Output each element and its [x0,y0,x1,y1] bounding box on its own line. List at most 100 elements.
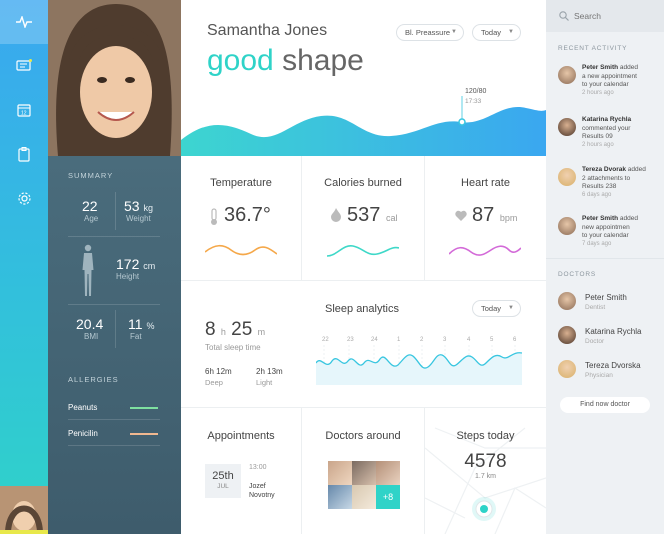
pressure-wave-chart [181,96,546,156]
nav-calendar[interactable]: 12 [0,88,48,132]
heart-icon [455,210,467,221]
main-content: Samantha Jones good shape Bl. Preassure ▼… [181,0,546,534]
calories-sparkline [327,245,399,257]
chevron-down-icon: ▼ [508,305,514,311]
appointment-doctor-last: Novotny [249,492,275,499]
nav-settings[interactable] [0,176,48,220]
sleep-wave-chart [316,345,522,385]
tick-label: 5 [490,337,494,343]
appointment-time: 13:00 [249,464,267,471]
svg-text:12: 12 [21,111,27,117]
appointment-date: 25th JUL [205,464,241,498]
allergy-item: Penicilin [68,429,98,438]
doctor-list-item[interactable]: Katarina Rychla Doctor [546,324,664,348]
card-title: Heart rate [461,177,510,189]
height-label: Height [116,272,140,281]
tick-label: 6 [513,337,517,343]
avatar [558,326,576,344]
allergy-indicator [130,407,158,409]
doctor-list-item[interactable]: Tereza Dvorska Physician [546,358,664,382]
activity-item[interactable]: Peter Smith added a new appointment to y… [546,64,664,104]
age-label: Age [84,214,99,223]
tick-label: 3 [443,337,447,343]
doctors-title: DOCTORS [558,271,596,278]
period-select[interactable]: Today ▼ [472,24,521,41]
pulse-icon [16,16,32,28]
avatar [558,168,576,186]
steps-value: 4578 [464,451,507,472]
marker-value: 120/80 [465,88,487,95]
deep-sleep-value: 6h 12m [205,367,232,376]
tick-label: 2 [420,337,424,343]
allergies-title: ALLERGIES [68,375,119,384]
nav-clipboard[interactable] [0,132,48,176]
flame-icon [331,208,341,222]
avatar-photo [0,486,48,534]
total-sleep-value: 8 h 25 m [205,319,266,340]
clipboard-icon [18,146,30,162]
activity-item[interactable]: Tereza Dvorak added 2 attachments to Res… [546,166,664,206]
summary-title: SUMMARY [68,171,114,180]
gear-icon [17,191,31,205]
right-sidebar: RECENT ACTIVITY Peter Smith added a new … [546,0,664,534]
avatar [558,292,576,310]
deep-sleep-label: Deep [205,378,223,387]
location-pin-icon[interactable] [471,496,497,522]
marker-time: 17:33 [465,98,482,105]
appointments-card[interactable]: Appointments 25th JUL 13:00 Jozef Novotn… [181,408,301,534]
doctor-photo-grid: +8 [328,461,400,509]
marker-dot[interactable] [458,118,466,126]
age-value: 22 [82,198,98,214]
height-value: 172 cm [116,256,156,272]
sleep-hour-ticks: 22 23 24 1 2 3 4 5 6 [316,337,522,345]
doctor-thumb[interactable] [328,461,352,485]
tick-label: 1 [397,337,401,343]
bmi-value: 20.4 [76,316,104,332]
search-bar [546,0,664,32]
body-figure-icon [82,244,94,296]
steps-card[interactable]: Steps today 4578 1.7 km [425,408,546,534]
heart-rate-card[interactable]: Heart rate 87 bpm [425,156,546,280]
user-name: Samantha Jones [207,22,328,39]
search-icon [559,11,569,21]
profile-photo [48,0,181,156]
calendar-icon: 12 [17,104,31,117]
allergy-indicator [130,433,158,435]
temperature-sparkline [205,244,277,256]
avatar [558,118,576,136]
temperature-value: 36.7° [224,204,271,226]
bmi-label: BMI [84,332,99,341]
doctor-thumb[interactable] [352,485,376,509]
appointments-title: Appointments [207,430,275,442]
temperature-card[interactable]: Temperature 36.7° [181,156,301,280]
chevron-down-icon: ▼ [508,29,514,35]
more-doctors-button[interactable]: +8 [376,485,400,509]
sleep-analytics-card[interactable]: Sleep analytics Today ▼ 8 h 25 m Total sl… [181,281,546,407]
doctor-thumb[interactable] [328,485,352,509]
portrait-image [48,0,181,156]
calories-card[interactable]: Calories burned 537 cal [302,156,424,280]
find-doctor-button[interactable]: Find now doctor [560,397,650,413]
card-title: Calories burned [324,177,402,189]
search-input[interactable] [574,8,656,24]
card-title: Temperature [210,177,272,189]
avatar [558,360,576,378]
summary-panel: SUMMARY 22 Age 53 kg Weight 172 cm Heigh… [48,156,181,534]
doctor-list-item[interactable]: Peter Smith Dentist [546,290,664,314]
sleep-period-select[interactable]: Today ▼ [472,300,521,317]
metric-select[interactable]: Bl. Preassure ▼ [396,24,464,41]
doctor-thumb[interactable] [376,461,400,485]
user-avatar[interactable] [0,486,48,534]
fat-label: Fat [130,332,142,341]
activity-item[interactable]: Katarina Rychla commented your Results 0… [546,116,664,156]
nav-messages[interactable] [0,44,48,88]
doctor-thumb[interactable] [352,461,376,485]
tick-label: 4 [467,337,471,343]
nav-rail: 12 [0,0,48,534]
heart-rate-value: 87 bpm [472,204,518,226]
nav-pulse[interactable] [0,0,48,44]
activity-item[interactable]: Peter Smith added new appointmen to your… [546,215,664,255]
sleep-title: Sleep analytics [325,303,399,315]
doctors-around-card[interactable]: Doctors around +8 [302,408,424,534]
appointment-doctor-first: Jozef [249,483,266,490]
